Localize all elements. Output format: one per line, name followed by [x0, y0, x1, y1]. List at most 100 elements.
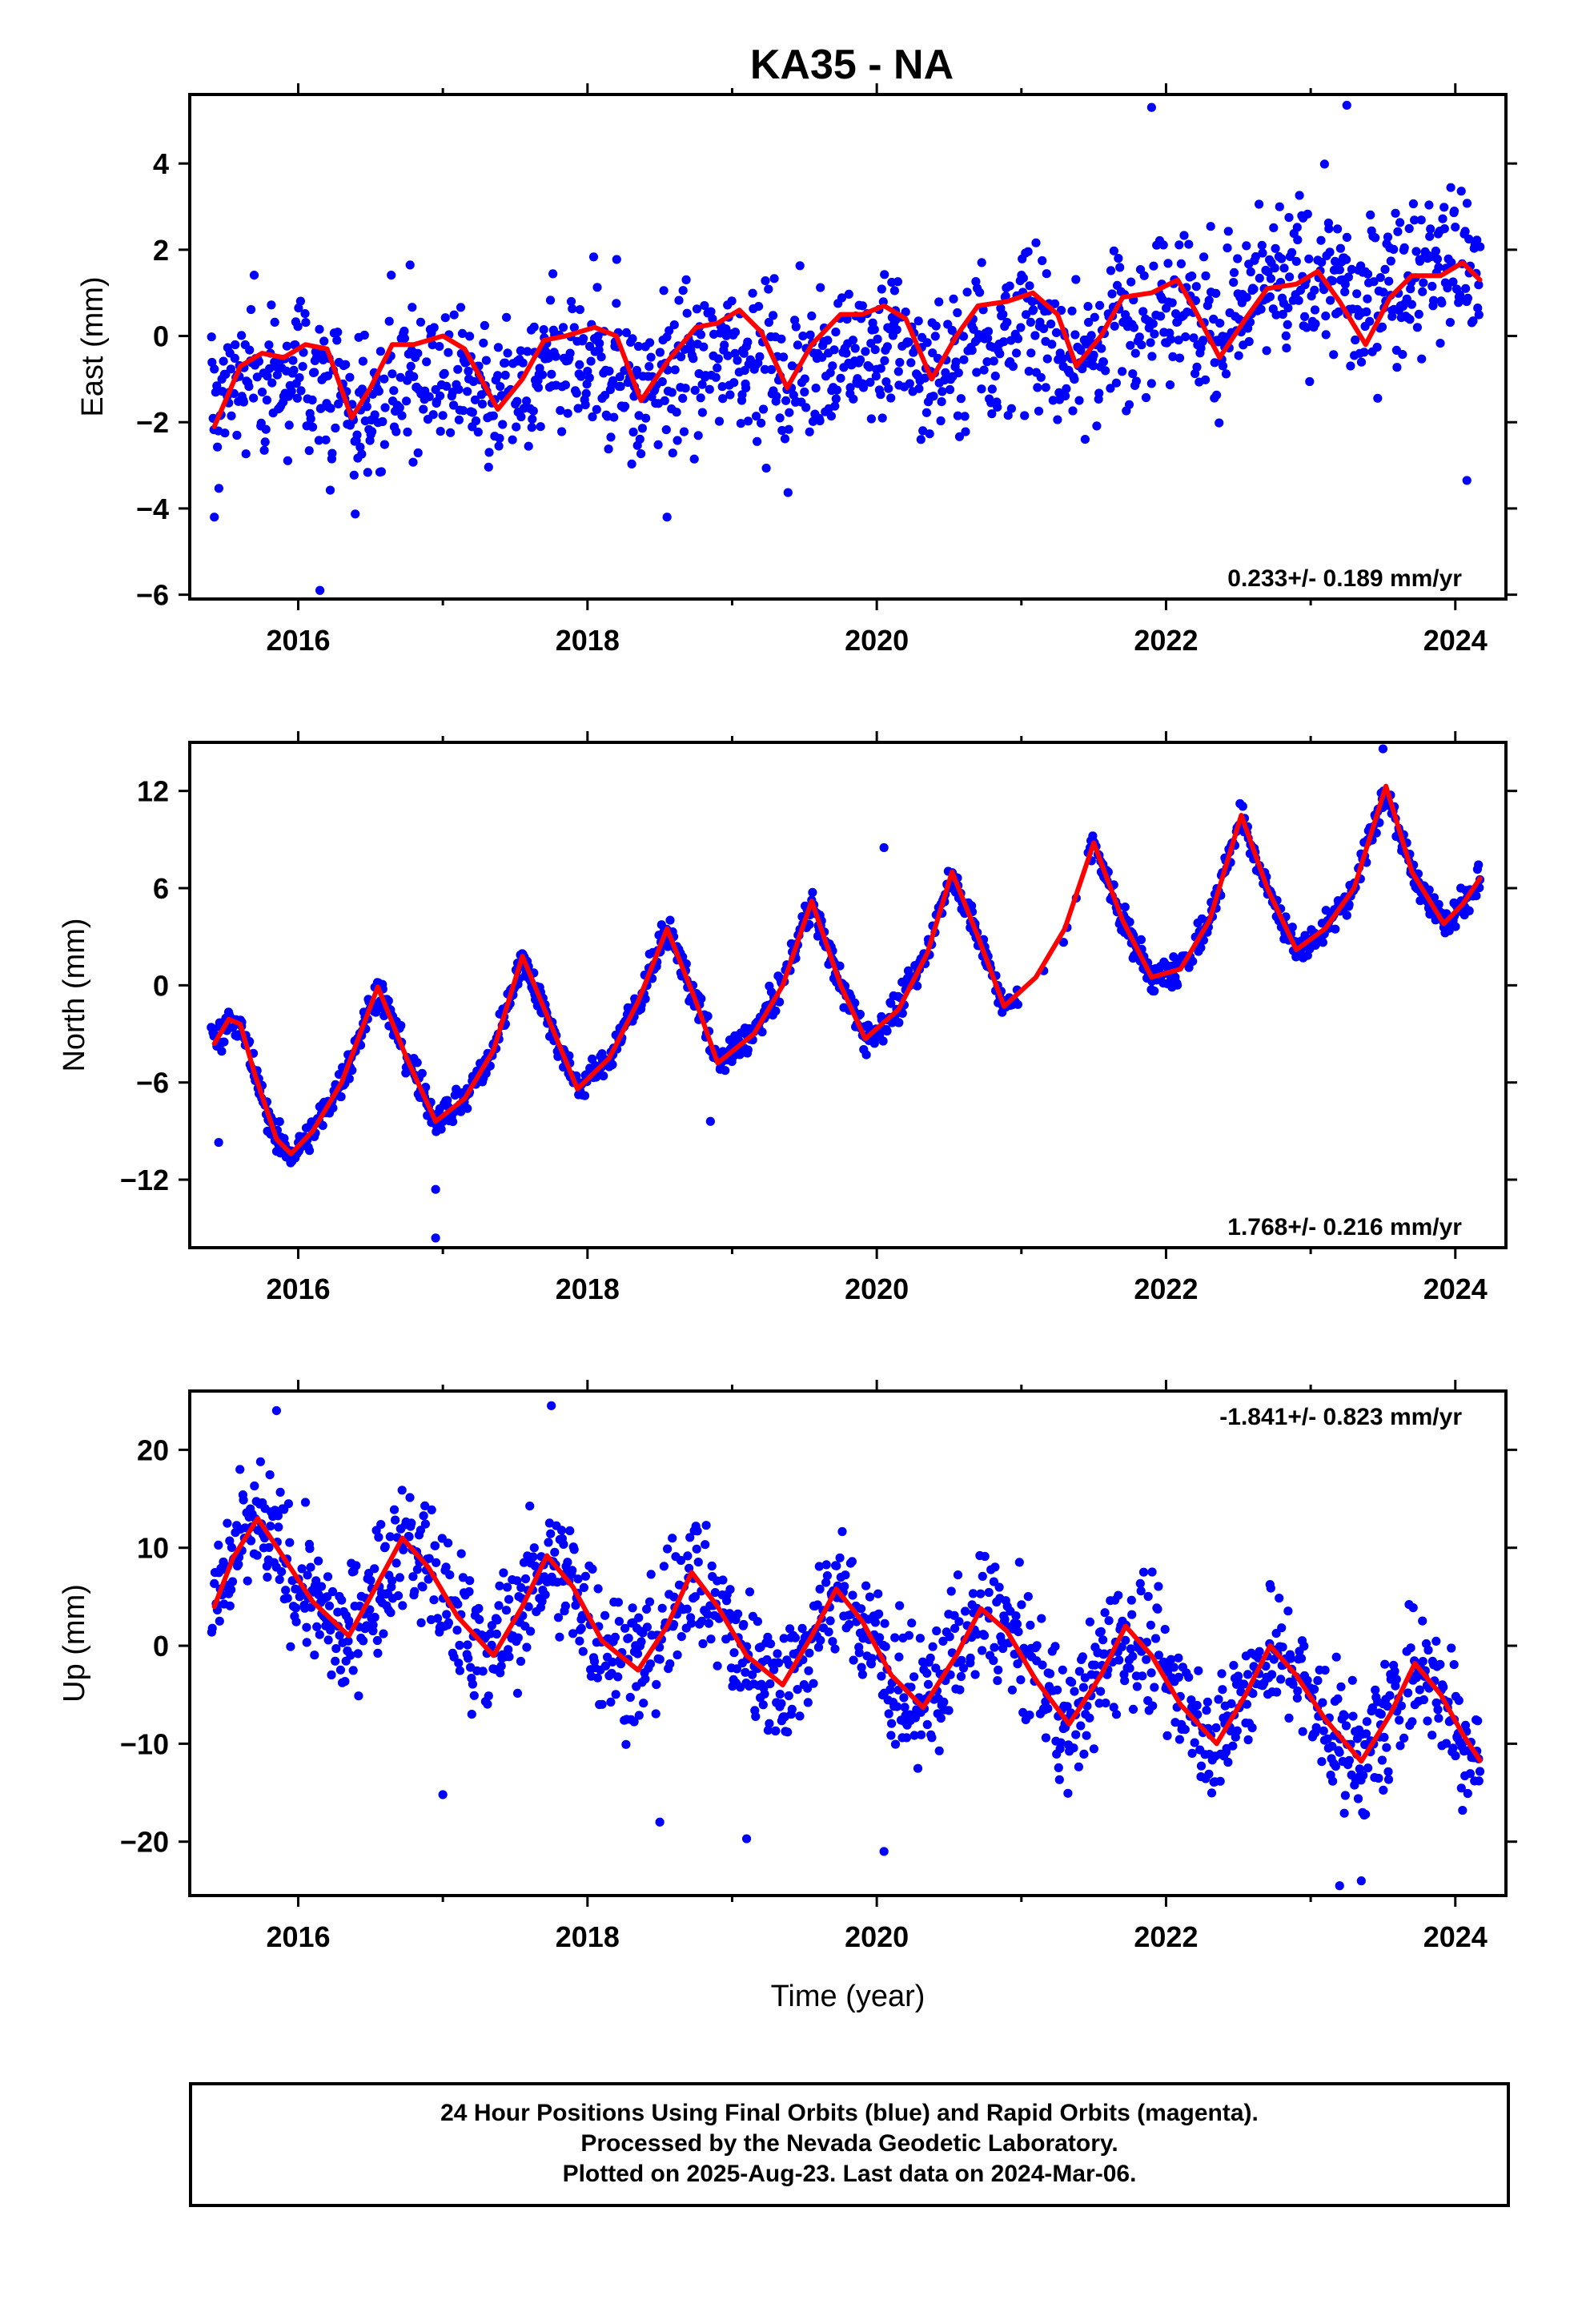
data-point — [1352, 289, 1362, 299]
data-point — [379, 1629, 388, 1638]
data-point — [558, 323, 568, 332]
data-point — [1013, 999, 1022, 1009]
data-point — [946, 1586, 956, 1596]
data-point — [610, 1632, 620, 1642]
data-point — [301, 318, 311, 328]
data-point — [616, 1659, 626, 1669]
data-point — [1293, 1686, 1303, 1696]
data-point — [1201, 375, 1211, 384]
data-point — [409, 372, 419, 381]
data-point — [327, 448, 337, 458]
data-point — [289, 365, 299, 375]
data-point — [645, 1659, 656, 1669]
data-point — [1076, 1721, 1086, 1731]
data-point — [1432, 254, 1442, 264]
data-point — [636, 1637, 646, 1647]
data-point — [921, 408, 931, 417]
data-point — [1464, 906, 1474, 915]
data-point — [544, 1518, 555, 1528]
data-point — [262, 396, 271, 405]
data-point — [245, 345, 255, 355]
data-point — [634, 1613, 644, 1622]
data-point — [1132, 1682, 1142, 1691]
data-point — [686, 1618, 697, 1628]
data-point — [287, 386, 296, 396]
data-point — [920, 373, 930, 383]
data-point — [1468, 316, 1478, 326]
data-point — [480, 320, 490, 331]
data-point — [332, 336, 342, 345]
data-point — [1125, 917, 1134, 927]
data-point — [477, 400, 488, 409]
data-point — [1328, 1776, 1338, 1786]
data-point — [1012, 348, 1022, 358]
data-point — [1022, 310, 1031, 320]
data-point — [442, 381, 452, 391]
data-point — [416, 1618, 426, 1627]
data-point — [913, 1763, 923, 1773]
data-point — [807, 311, 817, 321]
data-point — [1341, 1721, 1351, 1731]
data-point — [275, 1117, 284, 1127]
data-point — [1070, 1687, 1079, 1696]
data-point — [454, 384, 464, 394]
data-point — [1313, 1675, 1323, 1686]
data-point — [824, 1627, 833, 1637]
data-point — [593, 332, 603, 341]
data-point — [362, 402, 371, 412]
data-point — [1427, 281, 1437, 292]
data-point-outlier — [315, 585, 325, 595]
data-point — [884, 384, 893, 393]
data-point — [663, 1544, 673, 1554]
model-curve — [211, 783, 1483, 1156]
data-point — [1371, 233, 1380, 243]
data-point — [308, 422, 318, 432]
data-point — [700, 301, 709, 311]
data-point — [703, 1610, 713, 1619]
data-point — [331, 1644, 341, 1654]
data-point — [748, 288, 757, 298]
data-point — [519, 404, 528, 413]
data-point — [285, 1538, 295, 1547]
data-point — [504, 1652, 514, 1662]
data-point — [274, 1522, 283, 1532]
data-point — [1431, 246, 1440, 256]
data-point — [370, 1612, 379, 1622]
data-point — [1101, 366, 1110, 376]
data-point — [267, 300, 276, 310]
data-point — [448, 1117, 458, 1127]
data-point — [445, 1570, 455, 1580]
data-point — [1423, 1645, 1433, 1655]
data-point — [456, 303, 466, 312]
data-point — [1136, 1586, 1146, 1596]
data-point — [1327, 276, 1337, 286]
y-tick-label: −10 — [120, 1727, 169, 1760]
data-point — [547, 369, 556, 379]
data-point — [1070, 330, 1080, 340]
data-point — [1362, 1717, 1371, 1727]
data-point — [1321, 330, 1331, 340]
data-point — [580, 400, 590, 410]
data-point — [885, 1685, 895, 1695]
data-point — [1014, 1627, 1023, 1637]
data-point — [1032, 1641, 1042, 1651]
data-point — [1189, 333, 1199, 343]
data-point — [454, 1659, 464, 1668]
data-point — [359, 330, 369, 340]
data-point — [1287, 247, 1297, 257]
data-point — [298, 362, 307, 372]
data-point — [640, 994, 650, 1003]
data-point — [628, 334, 637, 344]
data-point — [556, 405, 565, 416]
data-point — [444, 1538, 453, 1548]
data-point — [1398, 350, 1407, 360]
data-point — [632, 365, 642, 376]
data-point — [600, 1610, 610, 1620]
data-point — [560, 1601, 571, 1610]
data-point — [378, 416, 387, 427]
data-point — [753, 436, 762, 446]
data-point — [1465, 1769, 1475, 1779]
data-point — [277, 1567, 287, 1577]
data-point — [1006, 336, 1016, 345]
